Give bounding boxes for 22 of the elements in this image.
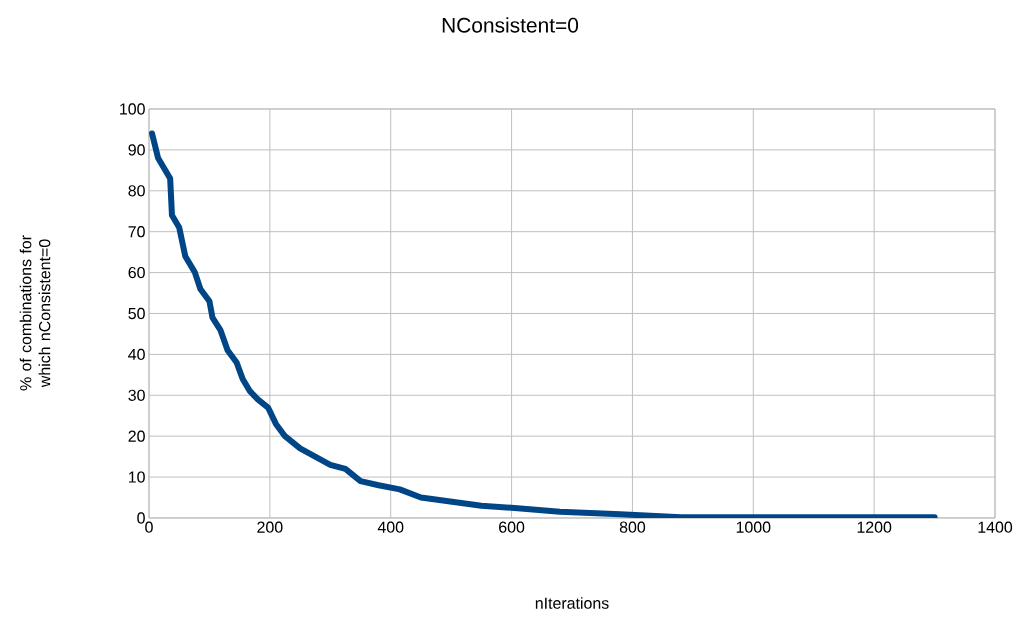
x-axis-title: nIterations [535, 597, 609, 609]
y-tick-label: 30 [128, 389, 145, 401]
x-tick-label: 0 [145, 521, 153, 533]
chart-title: NConsistent=0 [442, 17, 579, 33]
y-tick-label: 90 [128, 144, 145, 156]
y-axis-title: % of combinations for which nConsistent=0 [19, 235, 51, 391]
y-tick-label: 80 [128, 185, 145, 197]
y-tick-label: 40 [128, 348, 145, 361]
x-tick-label: 1200 [857, 521, 892, 533]
y-tick-label: 10 [128, 471, 145, 483]
y-tick-label: 70 [128, 226, 145, 238]
y-tick-label: 100 [120, 103, 145, 115]
y-tick-label: 50 [128, 307, 145, 320]
y-tick-label: 0 [137, 512, 145, 524]
x-tick-label: 1000 [736, 521, 771, 533]
x-tick-label: 400 [377, 521, 404, 533]
x-tick-label: 600 [499, 521, 525, 533]
y-tick-label: 60 [128, 266, 145, 279]
x-tick-label: 200 [257, 521, 283, 533]
x-tick-label: 1400 [978, 521, 1013, 533]
x-tick-label: 800 [619, 521, 646, 533]
y-tick-label: 20 [128, 430, 145, 442]
